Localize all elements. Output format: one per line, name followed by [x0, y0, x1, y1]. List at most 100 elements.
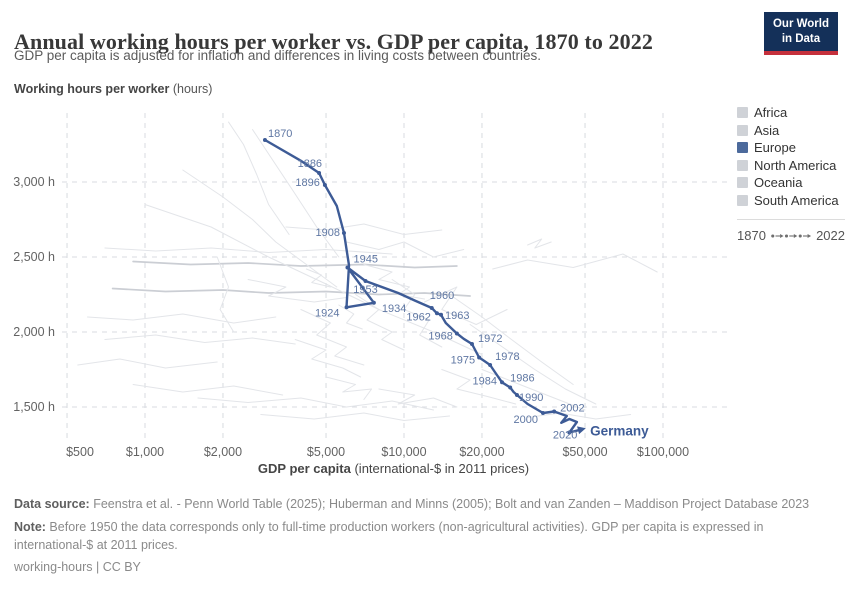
year-label-1960: 1960 — [430, 290, 454, 302]
background-line — [305, 268, 331, 288]
background-line — [378, 388, 458, 408]
background-line — [294, 339, 362, 378]
note-label: Note: — [14, 519, 46, 534]
y-axis-title-unit: (hours) — [169, 82, 213, 96]
germany-point-2000[interactable] — [540, 411, 545, 415]
y-tick-label: 2,500 h — [13, 250, 55, 264]
germany-point-1896[interactable] — [322, 183, 327, 187]
legend-swatch-europe — [737, 142, 748, 154]
license-line[interactable]: working-hours | CC BY — [14, 560, 141, 575]
background-line — [144, 204, 483, 355]
year-label-1968: 1968 — [428, 331, 452, 343]
timeline-end-year: 2022 — [816, 228, 845, 243]
background-line — [527, 412, 632, 420]
germany-end-arrow-icon — [577, 426, 586, 435]
year-label-2000: 2000 — [513, 414, 537, 426]
background-line — [338, 304, 363, 330]
year-label-2020: 2020 — [553, 430, 577, 442]
background-line — [391, 279, 443, 348]
germany-point-1960[interactable] — [429, 306, 434, 310]
background-line — [247, 279, 347, 303]
background-line — [285, 223, 443, 235]
background-line — [355, 294, 405, 351]
year-label-1978: 1978 — [495, 351, 519, 363]
x-tick-label: $100,000 — [637, 445, 689, 459]
year-label-1972: 1972 — [478, 333, 502, 345]
x-axis-title: GDP per capita (international-$ in 2011 … — [60, 461, 727, 476]
axis-tick-labels: $500 $1,000 $2,000 $5,000 $10,000 $20,000 $50,… — [13, 175, 689, 459]
year-label-1908: 1908 — [315, 227, 339, 239]
legend-item-asia[interactable]: Asia — [737, 122, 845, 140]
background-line — [260, 412, 451, 421]
chart-subtitle: GDP per capita is adjusted for inflation… — [14, 48, 542, 63]
background-line — [132, 384, 284, 396]
germany-point-1870[interactable] — [262, 138, 267, 142]
legend-item-oceania[interactable]: Oceania — [737, 174, 845, 192]
x-tick-label: $10,000 — [381, 445, 426, 459]
year-label-1945: 1945 — [353, 254, 377, 266]
legend-item-africa[interactable]: Africa — [737, 104, 845, 122]
timeline-range: 1870 2022 — [737, 228, 845, 243]
background-line — [481, 369, 586, 411]
background-line — [492, 253, 658, 273]
background-line — [87, 313, 277, 324]
germany-point-1975[interactable] — [477, 355, 482, 360]
x-tick-label: $2,000 — [204, 445, 242, 459]
germany-point-2002[interactable] — [552, 409, 557, 414]
background-line — [132, 260, 458, 269]
germany-point-1963[interactable] — [439, 312, 444, 317]
background-line — [252, 129, 340, 258]
background-line — [346, 241, 465, 258]
germany-point-1924[interactable] — [344, 305, 349, 310]
germany-point-1934[interactable] — [371, 300, 376, 305]
germany-point-1986[interactable] — [508, 385, 513, 390]
legend-item-north-america[interactable]: North America — [737, 157, 845, 175]
x-tick-label: $5,000 — [307, 445, 345, 459]
germany-point-1990[interactable] — [514, 393, 519, 397]
owid-logo[interactable]: Our World in Data — [763, 12, 838, 55]
background-country-lines — [77, 121, 658, 421]
legend-divider — [737, 219, 845, 220]
legend-label-europe: Europe — [754, 140, 796, 156]
timeline-start-year: 1870 — [737, 228, 766, 243]
germany-point-1908[interactable] — [341, 231, 346, 235]
legend-swatch-africa — [737, 107, 748, 119]
legend-swatch-asia — [737, 124, 748, 136]
germany-point-1962[interactable] — [434, 311, 439, 316]
legend-label-south-america: South America — [754, 192, 839, 208]
legend-item-south-america[interactable]: South America — [737, 192, 845, 210]
year-label-1962: 1962 — [406, 311, 430, 323]
legend-item-europe[interactable]: Europe — [737, 139, 845, 157]
background-line — [104, 334, 296, 345]
x-tick-label: $20,000 — [459, 445, 504, 459]
background-line — [77, 358, 218, 369]
legend-swatch-north-america — [737, 159, 748, 171]
germany-point-1972[interactable] — [469, 342, 474, 346]
year-label-1984: 1984 — [473, 375, 497, 387]
germany-point-2020[interactable] — [567, 430, 572, 435]
background-line — [300, 309, 365, 366]
owid-logo-line2: in Data — [781, 32, 821, 45]
germany-point-1945[interactable] — [345, 265, 350, 270]
germany-point-1968[interactable] — [454, 331, 459, 336]
background-line — [441, 369, 517, 405]
year-label-2002: 2002 — [560, 403, 584, 415]
note-line: Note: Before 1950 the data corresponds o… — [14, 519, 836, 555]
germany-point-1984[interactable] — [500, 380, 505, 385]
background-line — [111, 287, 471, 297]
germany-point-1978[interactable] — [488, 363, 493, 367]
data-source-label: Data source: — [14, 497, 90, 511]
continent-legend: Africa Asia Europe North America Oceania… — [737, 104, 845, 243]
year-label-1990: 1990 — [519, 392, 543, 404]
legend-label-africa: Africa — [754, 105, 788, 121]
germany-point-1886[interactable] — [317, 171, 322, 175]
x-tick-label: $1,000 — [126, 445, 164, 459]
germany-point-1953[interactable] — [363, 279, 368, 283]
data-source-text: Feenstra et al. - Penn World Table (2025… — [89, 497, 810, 511]
x-axis-title-bold: GDP per capita — [257, 461, 351, 476]
y-axis-title: Working hours per worker (hours) — [14, 82, 212, 96]
legend-label-oceania: Oceania — [754, 175, 803, 191]
germany-entity-label[interactable]: Germany — [590, 423, 649, 438]
